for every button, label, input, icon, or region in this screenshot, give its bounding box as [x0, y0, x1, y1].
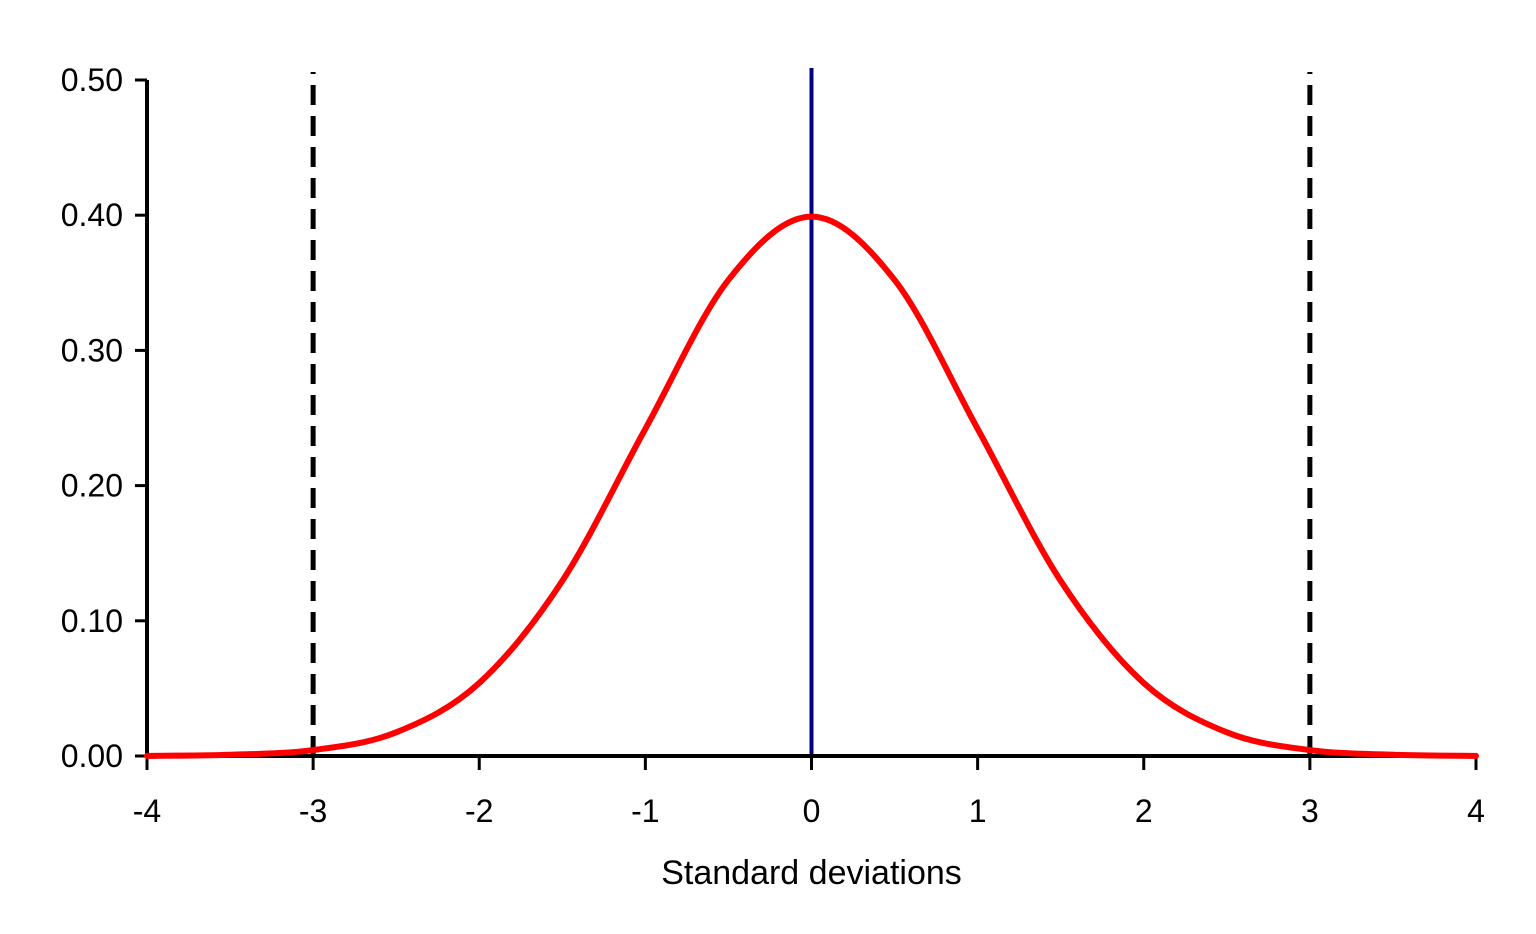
- x-tick-label: 0: [803, 793, 821, 829]
- reference-lines: [310, 68, 1313, 756]
- y-axis-ticks: 0.00 0.10 0.20 0.30 0.40 0.50: [61, 62, 147, 774]
- x-axis-title: Standard deviations: [661, 854, 962, 892]
- x-axis-ticks: -4 -3 -2 -1 0 1 2 3 4: [133, 756, 1485, 829]
- series-layer: [144, 213, 1479, 759]
- x-tick-label: 2: [1135, 793, 1153, 829]
- y-tick-label: 0.10: [61, 603, 123, 639]
- y-tick-label: 0.40: [61, 197, 123, 233]
- y-tick-label: 0.50: [61, 62, 123, 98]
- y-tick-label: 0.30: [61, 332, 123, 368]
- x-tick-label: -3: [299, 793, 327, 829]
- x-tick-label: -1: [631, 793, 659, 829]
- normal-curve-line: [144, 213, 1479, 759]
- y-tick-label: 0.00: [61, 738, 123, 774]
- x-tick-label: 4: [1467, 793, 1485, 829]
- x-tick-label: 3: [1301, 793, 1319, 829]
- y-tick-label: 0.20: [61, 468, 123, 504]
- x-tick-label: -4: [133, 793, 161, 829]
- x-tick-label: 1: [969, 793, 987, 829]
- x-tick-label: -2: [465, 793, 493, 829]
